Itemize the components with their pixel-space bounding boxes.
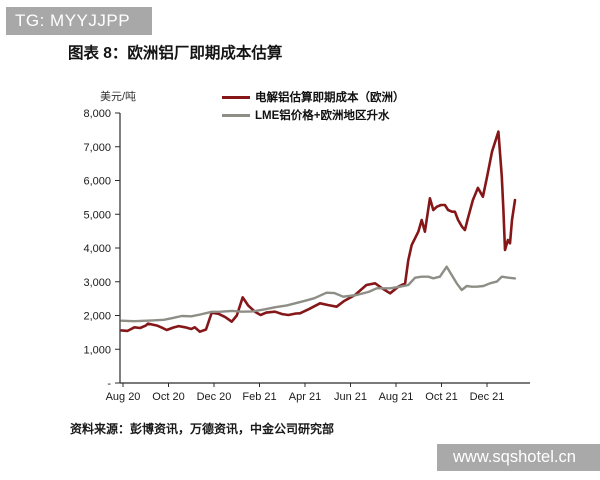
legend-item-lme-price: LME铝价格+欧洲地区升水	[222, 108, 405, 122]
y-tick-label: 6,000	[83, 176, 111, 188]
website-watermark: www.sqshotel.cn	[437, 444, 600, 471]
chart-legend: 电解铝估算即期成本（欧洲） LME铝价格+欧洲地区升水	[222, 90, 405, 122]
y-tick-label: 3,000	[83, 277, 111, 289]
telegram-watermark-banner: TG: MYYJJPP	[6, 7, 152, 35]
y-tick-label: 2,000	[83, 311, 111, 323]
legend-label: 电解铝估算即期成本（欧洲）	[255, 92, 405, 104]
x-tick-label: Oct 21	[425, 391, 457, 403]
legend-item-cost: 电解铝估算即期成本（欧洲）	[222, 90, 405, 104]
x-tick-label: Dec 20	[197, 391, 232, 403]
series-line-lme-price	[120, 265, 517, 323]
y-tick-label: 5,000	[83, 209, 111, 221]
data-source-note: 资料来源：彭博资讯，万德资讯，中金公司研究部	[70, 422, 335, 436]
series-line-smelter-cost	[120, 130, 517, 334]
legend-label: LME铝价格+欧洲地区升水	[255, 110, 390, 122]
y-tick-label: 4,000	[83, 243, 111, 255]
y-axis-unit-label: 美元/吨	[100, 91, 137, 103]
legend-line-swatch-gray	[222, 113, 250, 117]
x-tick-label: Aug 20	[106, 391, 141, 403]
y-tick-label: 1,000	[83, 344, 111, 356]
x-tick-label: Oct 20	[152, 391, 184, 403]
x-tick-label: Apr 21	[289, 391, 321, 403]
y-tick-label: -	[107, 378, 111, 390]
chart-title: 图表 8：欧洲铝厂即期成本估算	[68, 45, 283, 62]
x-tick-label: Dec 21	[470, 391, 505, 403]
x-tick-label: Feb 21	[242, 391, 276, 403]
legend-line-swatch-red	[222, 95, 250, 99]
x-tick-label: Jun 21	[334, 391, 367, 403]
y-tick-label: 8,000	[83, 108, 111, 120]
y-tick-label: 7,000	[83, 142, 111, 154]
x-tick-label: Aug 21	[379, 391, 414, 403]
